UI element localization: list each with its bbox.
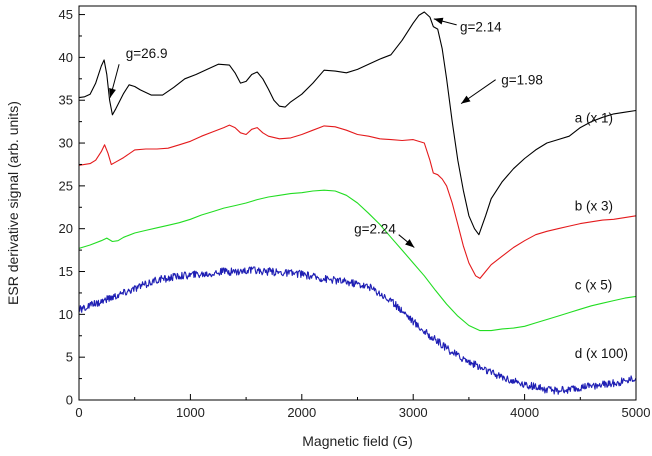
- annotation-arrow-head: [461, 95, 471, 104]
- y-ticks: 0 5 10 15 20 25 30 35 40 45: [59, 7, 85, 408]
- y-tick-label: 15: [59, 264, 73, 279]
- series-label-b: b (x 3): [575, 199, 613, 214]
- annotation-label: g=1.98: [501, 73, 543, 88]
- y-tick-label: 45: [59, 7, 73, 22]
- y-tick-label: 10: [59, 307, 73, 322]
- series-label-d: d (x 100): [575, 346, 628, 361]
- annotation-label: g=2.14: [460, 20, 502, 35]
- y-tick-label: 25: [59, 178, 73, 193]
- annotation-label: g=2.24: [354, 222, 396, 237]
- series-labels: a (x 1) b (x 3) c (x 5) d (x 100): [575, 110, 628, 361]
- series-line-a: [78, 11, 637, 236]
- annotations: g=26.9 g=2.14 g=1.98 g=2.24: [109, 17, 543, 248]
- x-tick-label: 0: [75, 405, 82, 420]
- annotation-arrow-head: [109, 88, 116, 98]
- y-tick-label: 30: [59, 136, 73, 151]
- series-label-a: a (x 1): [575, 110, 613, 125]
- x-tick-label: 3000: [399, 405, 428, 420]
- annotation-arrow-head: [433, 17, 444, 25]
- y-tick-label: 35: [59, 93, 73, 108]
- x-ticks: 0 1000 2000 3000 4000 5000: [75, 394, 650, 420]
- y-tick-label: 0: [66, 393, 73, 408]
- x-tick-label: 1000: [176, 405, 205, 420]
- x-tick-label: 4000: [510, 405, 539, 420]
- y-tick-label: 5: [66, 350, 73, 365]
- y-tick-label: 20: [59, 221, 73, 236]
- series-line-d: [78, 266, 637, 395]
- x-tick-label: 2000: [287, 405, 316, 420]
- series-layer: [78, 11, 637, 395]
- annotation-label: g=26.9: [126, 46, 168, 61]
- x-tick-label: 5000: [622, 405, 651, 420]
- x-axis-title: Magnetic field (G): [302, 433, 412, 449]
- y-axis-title: ESR derivative signal (arb. units): [5, 101, 21, 305]
- series-line-b: [78, 124, 637, 279]
- series-line-c: [78, 189, 637, 332]
- series-label-c: c (x 5): [575, 277, 613, 292]
- y-tick-label: 40: [59, 50, 73, 65]
- annotation-arrow-head: [405, 239, 415, 248]
